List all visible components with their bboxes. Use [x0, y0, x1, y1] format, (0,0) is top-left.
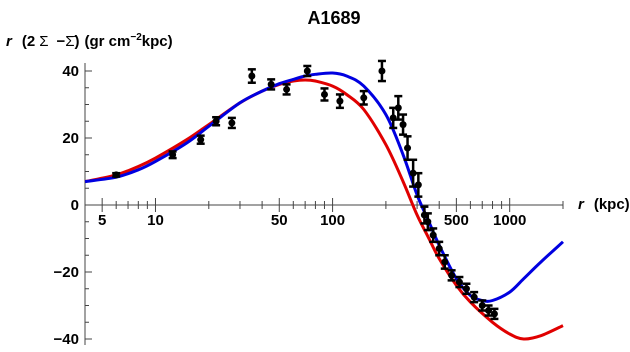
y-label-units-end: kpc) — [142, 33, 173, 50]
data-point — [303, 64, 312, 78]
data-marker — [360, 94, 368, 102]
data-marker — [429, 231, 437, 239]
data-marker — [485, 307, 493, 315]
x-tick-label: 500 — [444, 212, 469, 229]
data-marker — [320, 90, 328, 98]
data-marker — [283, 85, 291, 93]
y-tick-label: 40 — [62, 63, 79, 80]
data-marker — [435, 245, 443, 253]
x-tick-label: 1000 — [493, 212, 526, 229]
data-marker — [212, 117, 220, 125]
data-marker — [462, 285, 470, 293]
data-marker — [248, 72, 256, 80]
data-point — [478, 299, 487, 312]
y-label-exponent: −2 — [130, 32, 142, 43]
data-marker — [478, 302, 486, 309]
data-marker — [409, 169, 417, 177]
data-point — [247, 68, 256, 84]
y-label-units: (gr cm — [85, 33, 131, 50]
data-point — [462, 282, 471, 296]
x-label-units: (kpc) — [594, 196, 630, 213]
data-point — [409, 158, 418, 188]
data-point — [447, 269, 456, 282]
data-points — [112, 59, 499, 321]
data-point — [196, 134, 205, 145]
data-marker — [228, 119, 236, 127]
model-curve-2 — [84, 71, 565, 303]
y-label-sigmabar: Σ̄ — [65, 33, 76, 50]
data-point — [440, 254, 449, 270]
chart-title: A1689 — [307, 8, 360, 28]
data-marker — [414, 181, 422, 189]
data-point — [112, 171, 121, 179]
x-tick-label: 100 — [320, 212, 345, 229]
data-point — [335, 93, 344, 110]
y-tick-label: −40 — [54, 331, 79, 348]
x-tick-label: 50 — [271, 212, 288, 229]
data-point — [455, 275, 464, 289]
data-point — [423, 212, 432, 232]
x-label-r: r — [578, 196, 585, 213]
data-point — [377, 59, 386, 83]
data-marker — [394, 104, 402, 112]
y-label-r: r — [6, 33, 13, 50]
y-tick-label: −20 — [54, 264, 79, 281]
data-marker — [378, 67, 386, 75]
data-marker — [448, 271, 456, 279]
y-tick-label: 20 — [62, 130, 79, 147]
y-label-open: (2 — [22, 33, 35, 50]
data-point — [403, 135, 412, 162]
data-point — [212, 115, 221, 127]
x-axis-label: r (kpc) — [578, 196, 630, 213]
data-marker — [303, 67, 311, 75]
data-point — [490, 307, 499, 321]
data-point — [267, 78, 276, 91]
y-label-close: ) — [75, 33, 80, 50]
axes: −40 −20 0 20 40 5 10 50 100 500 1000 — [54, 63, 564, 348]
data-marker — [336, 97, 344, 105]
data-point — [470, 290, 479, 304]
data-marker — [399, 121, 407, 129]
y-label-minus: − — [56, 33, 65, 50]
data-marker — [441, 258, 449, 266]
y-label-sigma: Σ — [39, 33, 48, 50]
data-marker — [424, 218, 432, 226]
data-marker — [490, 310, 498, 318]
data-marker — [470, 293, 478, 301]
data-marker — [169, 151, 177, 159]
data-marker — [112, 171, 120, 179]
data-point — [399, 113, 408, 136]
y-axis-label: r (2 Σ −Σ̄) (gr cm−2kpc) — [6, 32, 173, 50]
x-tick-label: 5 — [98, 212, 106, 229]
data-marker — [404, 144, 412, 152]
data-point — [394, 94, 403, 121]
y-tick-label: 0 — [71, 197, 79, 214]
data-point — [320, 87, 329, 102]
data-point — [282, 83, 291, 96]
data-point — [414, 171, 423, 198]
data-marker — [197, 136, 205, 144]
data-marker — [267, 80, 275, 88]
model-curve-1 — [84, 78, 564, 341]
data-point — [484, 304, 493, 317]
data-point — [168, 150, 177, 160]
data-point — [227, 116, 236, 130]
x-tick-label: 10 — [147, 212, 164, 229]
data-point — [359, 89, 368, 106]
data-marker — [455, 278, 463, 286]
